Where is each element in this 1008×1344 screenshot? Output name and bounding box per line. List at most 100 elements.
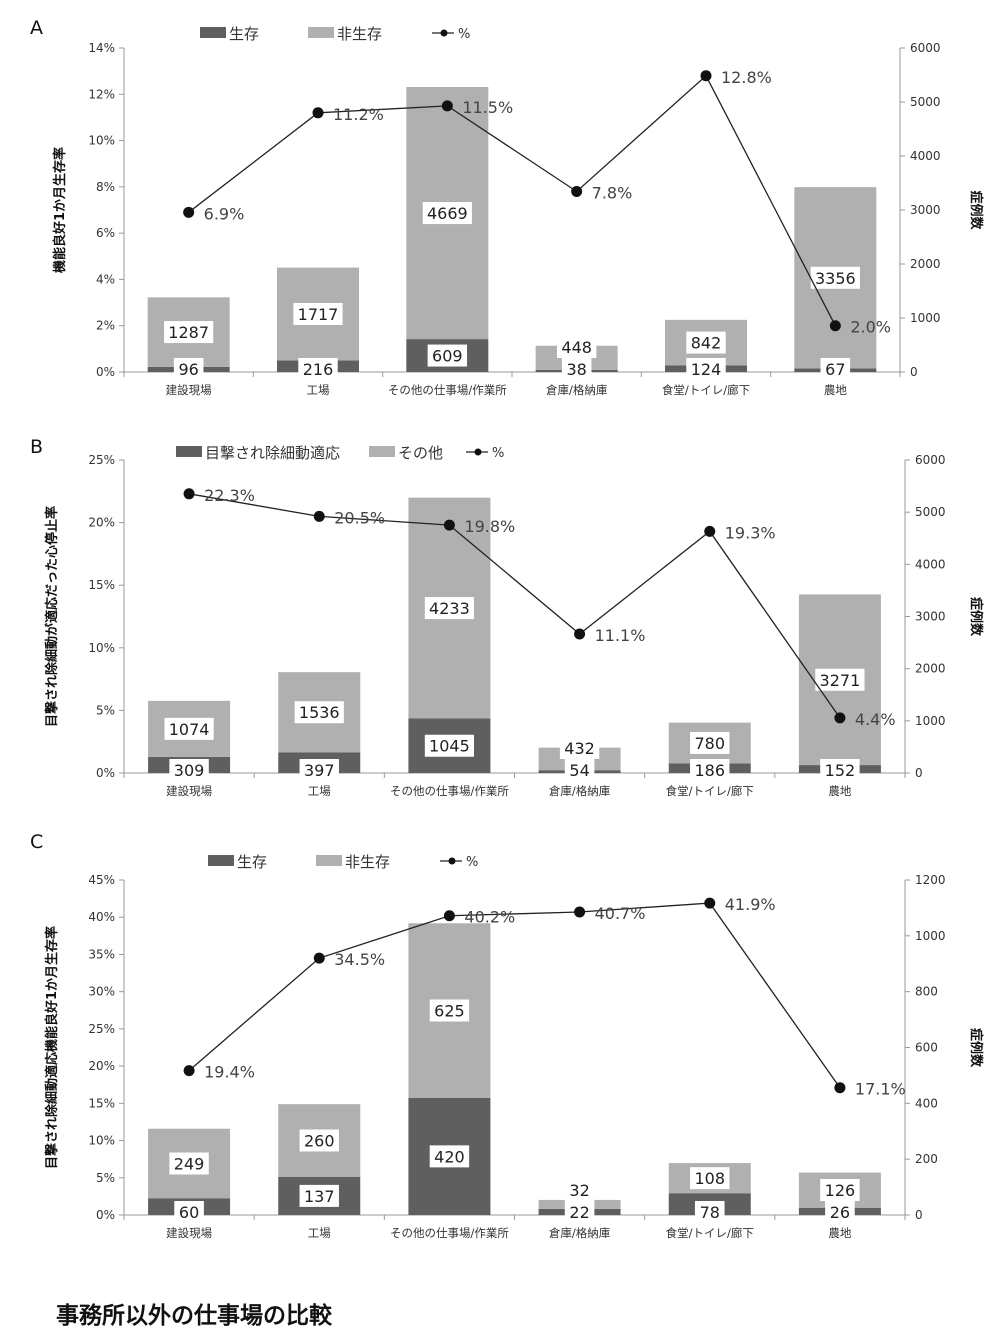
bar-value-bottom: 152	[825, 761, 856, 780]
bar-value-top-box	[424, 597, 475, 620]
x-category-label: 食堂/トイレ/廊下	[666, 1226, 754, 1240]
y-right-tick-label: 200	[915, 1152, 938, 1166]
y-right-tick-label: 1000	[915, 714, 946, 728]
bar-value-top: 126	[825, 1181, 856, 1200]
y-left-tick-label: 0%	[96, 365, 115, 379]
percent-point	[704, 897, 716, 909]
bar-value-top: 432	[564, 739, 595, 758]
chart-panel-a: A 0% 2% 4% 6% 8% 10% 12% 14% 0 1000 2000 3000 4000 500…	[30, 17, 984, 397]
bar-value-bottom-box	[820, 358, 851, 380]
bar-value-top: 4669	[427, 204, 468, 223]
bar-value-bottom-box	[564, 759, 595, 781]
y-left-tick-label: 45%	[88, 873, 115, 887]
x-category-label: 食堂/トイレ/廊下	[662, 383, 750, 397]
bar-value-top: 1536	[299, 703, 340, 722]
bar-value-bottom: 609	[432, 347, 463, 366]
percent-label: 40.7%	[595, 904, 646, 923]
bar-value-bottom-box	[427, 344, 468, 367]
legend: 生存 非生存%	[200, 25, 470, 43]
y-left-tick-label: 40%	[88, 910, 115, 924]
percent-point	[834, 712, 846, 724]
bar-value-top-box	[686, 331, 726, 354]
y-right-tick-label: 6000	[910, 41, 941, 55]
bar-value-bottom: 420	[434, 1147, 465, 1166]
bar-value-top: 4233	[429, 599, 470, 618]
bar-value-bottom: 22	[569, 1203, 589, 1222]
y-right-tick-label: 3000	[910, 203, 941, 217]
bar-value-bottom: 137	[304, 1187, 335, 1206]
bar-value-bottom: 124	[691, 360, 722, 379]
percent-point	[183, 488, 195, 500]
x-category-label: 農地	[824, 383, 847, 397]
panel-letter: B	[30, 436, 43, 458]
legend-swatch-bottom	[200, 27, 226, 38]
x-category-label: 工場	[308, 1226, 331, 1240]
x-category-label: 工場	[308, 784, 331, 798]
legend-label-bottom: 目撃され除細動適応	[205, 444, 340, 462]
x-category-label: 建設現場	[166, 1226, 212, 1240]
x-category-label: その他の仕事場/作業所	[388, 383, 507, 397]
y-right-tick-label: 2000	[910, 257, 941, 271]
legend-swatch-top	[316, 855, 342, 866]
bar-value-bottom: 309	[174, 761, 205, 780]
y-right-tick-label: 4000	[915, 557, 946, 571]
percent-label: 22.3%	[204, 486, 255, 505]
bar-value-bottom: 54	[569, 761, 589, 780]
percent-point	[574, 906, 586, 918]
x-category-label: 建設現場	[166, 383, 212, 397]
y-left-tick-label: 0%	[96, 766, 115, 780]
bar-value-top: 3356	[815, 269, 856, 288]
percent-label: 20.5%	[334, 508, 385, 527]
y-left-tick-label: 12%	[88, 87, 115, 101]
percent-label: 11.1%	[595, 626, 646, 645]
bar-value-top-box	[293, 302, 343, 325]
panel-letter: A	[30, 17, 43, 39]
bar-value-top: 780	[694, 734, 725, 753]
bar-value-top: 1287	[168, 323, 209, 342]
percent-label: 11.5%	[462, 98, 513, 117]
bar-value-top: 3271	[820, 671, 861, 690]
bar-value-top-box	[559, 737, 600, 759]
bar-value-bottom: 60	[179, 1203, 199, 1222]
y-left-tick-label: 8%	[96, 180, 115, 194]
percent-label: 19.4%	[204, 1063, 255, 1082]
y-right-tick-label: 400	[915, 1096, 938, 1110]
y-right-tick-label: 800	[915, 985, 938, 999]
percent-point	[700, 70, 712, 82]
y-left-tick-label: 5%	[96, 1171, 115, 1185]
legend-label-line: %	[458, 27, 470, 42]
bar-value-top-box	[294, 701, 344, 724]
percent-line	[188, 74, 836, 327]
chart-panel-c: C 0% 5% 10% 15% 20% 25% 30% 35% 40% 45% 0 200 400 600 8…	[30, 831, 984, 1240]
y-left-tick-label: 25%	[88, 1022, 115, 1036]
bar-value-top-box	[299, 1129, 339, 1152]
y-left-tick-label: 2%	[96, 319, 115, 333]
y-left-tick-label: 30%	[88, 985, 115, 999]
percent-point	[571, 185, 583, 197]
y-right-tick-label: 600	[915, 1041, 938, 1055]
percent-label: 2.0%	[850, 318, 891, 337]
legend: 目撃され除細動適応 その他%	[176, 444, 504, 462]
percent-label: 7.8%	[592, 183, 633, 202]
y-left-tick-label: 35%	[88, 947, 115, 961]
bar-value-top: 108	[694, 1169, 725, 1188]
y-left-tick-label: 4%	[96, 272, 115, 286]
y-axis-left-title: 目撃され除細動適応機能良好1か月生存率	[44, 926, 60, 1169]
bar-value-top: 842	[691, 334, 722, 353]
percent-label: 4.4%	[855, 710, 896, 729]
legend: 生存 非生存%	[208, 853, 478, 871]
page-title: 事務所以外の仕事場の比較	[56, 1303, 332, 1329]
percent-point	[829, 320, 841, 332]
percent-point	[313, 510, 325, 522]
bar-value-top: 260	[304, 1131, 335, 1150]
x-category-label: 食堂/トイレ/廊下	[666, 784, 754, 798]
y-right-tick-label: 0	[910, 365, 918, 379]
bar-value-bottom: 397	[304, 761, 335, 780]
bar-value-bottom-box	[174, 1201, 204, 1223]
y-left-tick-label: 20%	[88, 516, 115, 530]
percent-point	[441, 100, 453, 112]
y-left-tick-label: 10%	[88, 641, 115, 655]
y-right-tick-label: 0	[915, 1208, 923, 1222]
y-right-tick-label: 3000	[915, 610, 946, 624]
legend-label-top: その他	[398, 444, 443, 462]
